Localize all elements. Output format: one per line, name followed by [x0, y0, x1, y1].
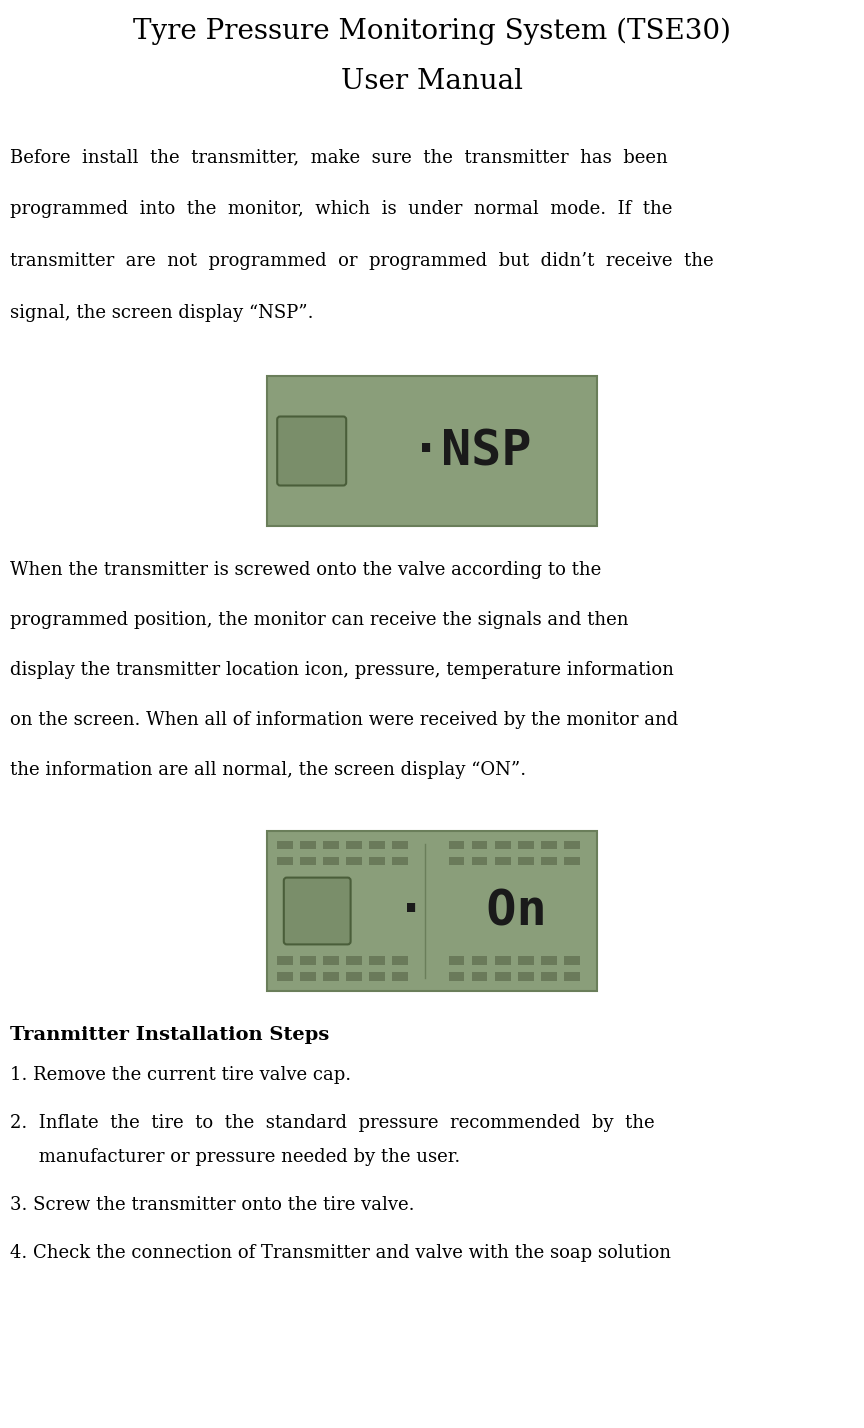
Bar — [276, 955, 293, 964]
Bar — [448, 857, 464, 865]
Bar — [392, 857, 408, 865]
Text: ·  On: · On — [397, 887, 547, 935]
Bar — [472, 972, 487, 981]
Text: 2.  Inflate  the  tire  to  the  standard  pressure  recommended  by  the: 2. Inflate the tire to the standard pres… — [10, 1114, 655, 1132]
FancyBboxPatch shape — [277, 417, 346, 486]
Bar — [276, 841, 293, 850]
FancyBboxPatch shape — [267, 831, 597, 991]
Text: on the screen. When all of information were received by the monitor and: on the screen. When all of information w… — [10, 711, 678, 730]
Text: manufacturer or pressure needed by the user.: manufacturer or pressure needed by the u… — [10, 1148, 461, 1165]
Bar — [518, 857, 534, 865]
Bar — [448, 972, 464, 981]
Bar — [346, 972, 362, 981]
FancyBboxPatch shape — [267, 376, 597, 526]
Text: transmitter  are  not  programmed  or  programmed  but  didn’t  receive  the: transmitter are not programmed or progra… — [10, 251, 714, 270]
Bar — [518, 955, 534, 964]
Bar — [300, 841, 316, 850]
Bar — [448, 955, 464, 964]
Bar — [495, 955, 511, 964]
Bar — [495, 972, 511, 981]
Bar — [495, 841, 511, 850]
Bar — [323, 857, 339, 865]
Bar — [564, 841, 580, 850]
Bar — [564, 955, 580, 964]
Bar — [300, 972, 316, 981]
Bar — [564, 972, 580, 981]
Bar — [541, 841, 556, 850]
Bar — [276, 972, 293, 981]
Bar — [300, 857, 316, 865]
Bar — [392, 972, 408, 981]
Text: the information are all normal, the screen display “ON”.: the information are all normal, the scre… — [10, 761, 526, 780]
Bar — [369, 841, 385, 850]
Bar — [323, 972, 339, 981]
Bar — [448, 841, 464, 850]
Text: display the transmitter location icon, pressure, temperature information: display the transmitter location icon, p… — [10, 661, 674, 678]
Bar — [472, 841, 487, 850]
Bar — [323, 955, 339, 964]
Bar — [518, 972, 534, 981]
Text: 1. Remove the current tire valve cap.: 1. Remove the current tire valve cap. — [10, 1065, 351, 1084]
Text: User Manual: User Manual — [341, 69, 523, 96]
Text: Before  install  the  transmitter,  make  sure  the  transmitter  has  been: Before install the transmitter, make sur… — [10, 149, 668, 166]
Bar — [369, 955, 385, 964]
Bar — [346, 955, 362, 964]
Text: programmed  into  the  monitor,  which  is  under  normal  mode.  If  the: programmed into the monitor, which is un… — [10, 200, 672, 218]
Bar — [346, 841, 362, 850]
Text: 3. Screw the transmitter onto the tire valve.: 3. Screw the transmitter onto the tire v… — [10, 1195, 426, 1214]
Text: When the transmitter is screwed onto the valve according to the: When the transmitter is screwed onto the… — [10, 561, 601, 578]
Text: signal, the screen display “NSP”.: signal, the screen display “NSP”. — [10, 304, 314, 321]
Text: ·NSP: ·NSP — [411, 427, 532, 476]
Bar — [518, 841, 534, 850]
Bar — [369, 857, 385, 865]
Bar — [369, 972, 385, 981]
Bar — [472, 857, 487, 865]
Bar — [392, 955, 408, 964]
FancyBboxPatch shape — [283, 878, 351, 944]
Bar — [541, 955, 556, 964]
Text: 4. Check the connection of Transmitter and valve with the soap solution: 4. Check the connection of Transmitter a… — [10, 1244, 671, 1261]
Bar — [346, 857, 362, 865]
Bar — [564, 857, 580, 865]
Bar — [392, 841, 408, 850]
Bar — [300, 955, 316, 964]
Bar — [472, 955, 487, 964]
Bar — [276, 857, 293, 865]
Bar — [541, 972, 556, 981]
Text: Tranmitter Installation Steps: Tranmitter Installation Steps — [10, 1025, 329, 1044]
Bar — [495, 857, 511, 865]
Bar — [323, 841, 339, 850]
Text: programmed position, the monitor can receive the signals and then: programmed position, the monitor can rec… — [10, 611, 628, 628]
Text: Tyre Pressure Monitoring System (TSE30): Tyre Pressure Monitoring System (TSE30) — [133, 19, 731, 46]
Bar — [541, 857, 556, 865]
